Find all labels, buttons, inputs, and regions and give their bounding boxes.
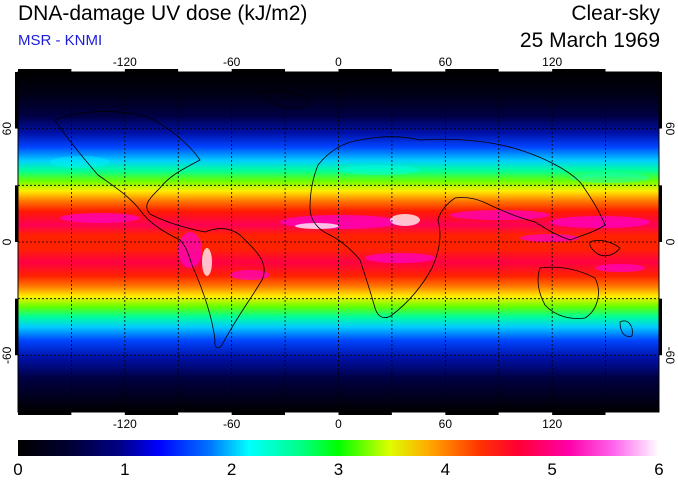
frame-segment (552, 69, 606, 72)
frame-segment (285, 69, 339, 72)
frame-segment (391, 69, 446, 72)
frame-segment (15, 355, 18, 412)
frame-segment (391, 412, 446, 415)
frame-segment (178, 412, 232, 415)
frame-segment (15, 128, 18, 186)
lon-tick-label-top: 0 (335, 55, 342, 69)
frame-segment (445, 69, 499, 72)
colorbar-tick-label: 4 (441, 460, 450, 479)
frame-segment (605, 69, 659, 72)
graticule (18, 72, 659, 412)
lat-tick-label-right: -60 (663, 347, 677, 365)
lon-tick-label-top: 60 (439, 55, 453, 69)
frame-segment (498, 412, 553, 415)
frame-segment (15, 72, 18, 129)
frame-segment (659, 242, 662, 299)
lon-tick-label-bottom: 120 (542, 417, 562, 431)
frame-segment (659, 72, 662, 129)
frame-segment (71, 412, 125, 415)
map-title: DNA-damage UV dose (kJ/m2) (18, 2, 308, 25)
lon-tick-label-bottom: 0 (335, 417, 342, 431)
lon-tick-label-top: -60 (223, 55, 241, 69)
lat-tick-label-right: 0 (663, 239, 677, 246)
frame-segment (124, 412, 179, 415)
lon-tick-label-bottom: -60 (223, 417, 241, 431)
lon-tick-label-bottom: 60 (439, 417, 453, 431)
lon-tick-label-bottom: -120 (113, 417, 137, 431)
frame-segment (338, 69, 392, 72)
sky-condition-label: Clear-sky (571, 2, 660, 25)
frame-segment (231, 69, 286, 72)
data-source-label: MSR - KNMI (18, 32, 103, 49)
lat-tick-label-left: 0 (0, 238, 14, 245)
colorbar-tick-label: 2 (227, 460, 236, 479)
colorbar-tick-labels: 0 1 2 3 4 5 6 (13, 460, 663, 479)
frame-segment (15, 298, 18, 356)
lon-tick-label-top: -120 (113, 55, 137, 69)
frame-segment (285, 412, 339, 415)
frame-segment (18, 412, 72, 415)
colorbar-tick-label: 5 (547, 460, 556, 479)
colorbar-tick-label: 0 (13, 460, 22, 479)
frame-segment (659, 298, 662, 356)
colorbar-tick-label: 6 (654, 460, 663, 479)
frame-segment (178, 69, 232, 72)
frame-segment (659, 355, 662, 412)
frame-segment (552, 412, 606, 415)
frame-segment (71, 69, 125, 72)
tick-labels: -120 -120 -60 -60 0 0 60 60 120 120 -60 -60 0 0 60 60 (0, 55, 677, 431)
colorbar (18, 440, 659, 456)
frame-segment (124, 69, 179, 72)
frame-segment (231, 412, 286, 415)
frame-segment (659, 185, 662, 242)
frame-segment (605, 412, 659, 415)
frame-segment (338, 412, 392, 415)
frame-segment (15, 185, 18, 242)
frame-segment (659, 128, 662, 186)
lat-tick-label-left: 60 (0, 122, 14, 136)
frame-segment (18, 69, 72, 72)
lat-tick-label-left: -60 (0, 346, 14, 364)
frame-segment (445, 412, 499, 415)
lat-tick-label-right: 60 (663, 122, 677, 136)
date-label: 25 March 1969 (519, 29, 660, 52)
colorbar-tick-label: 3 (334, 460, 343, 479)
frame-segment (15, 242, 18, 299)
map-frame (15, 69, 662, 415)
lon-tick-label-top: 120 (542, 55, 562, 69)
frame-segment (498, 69, 553, 72)
colorbar-tick-label: 1 (120, 460, 129, 479)
